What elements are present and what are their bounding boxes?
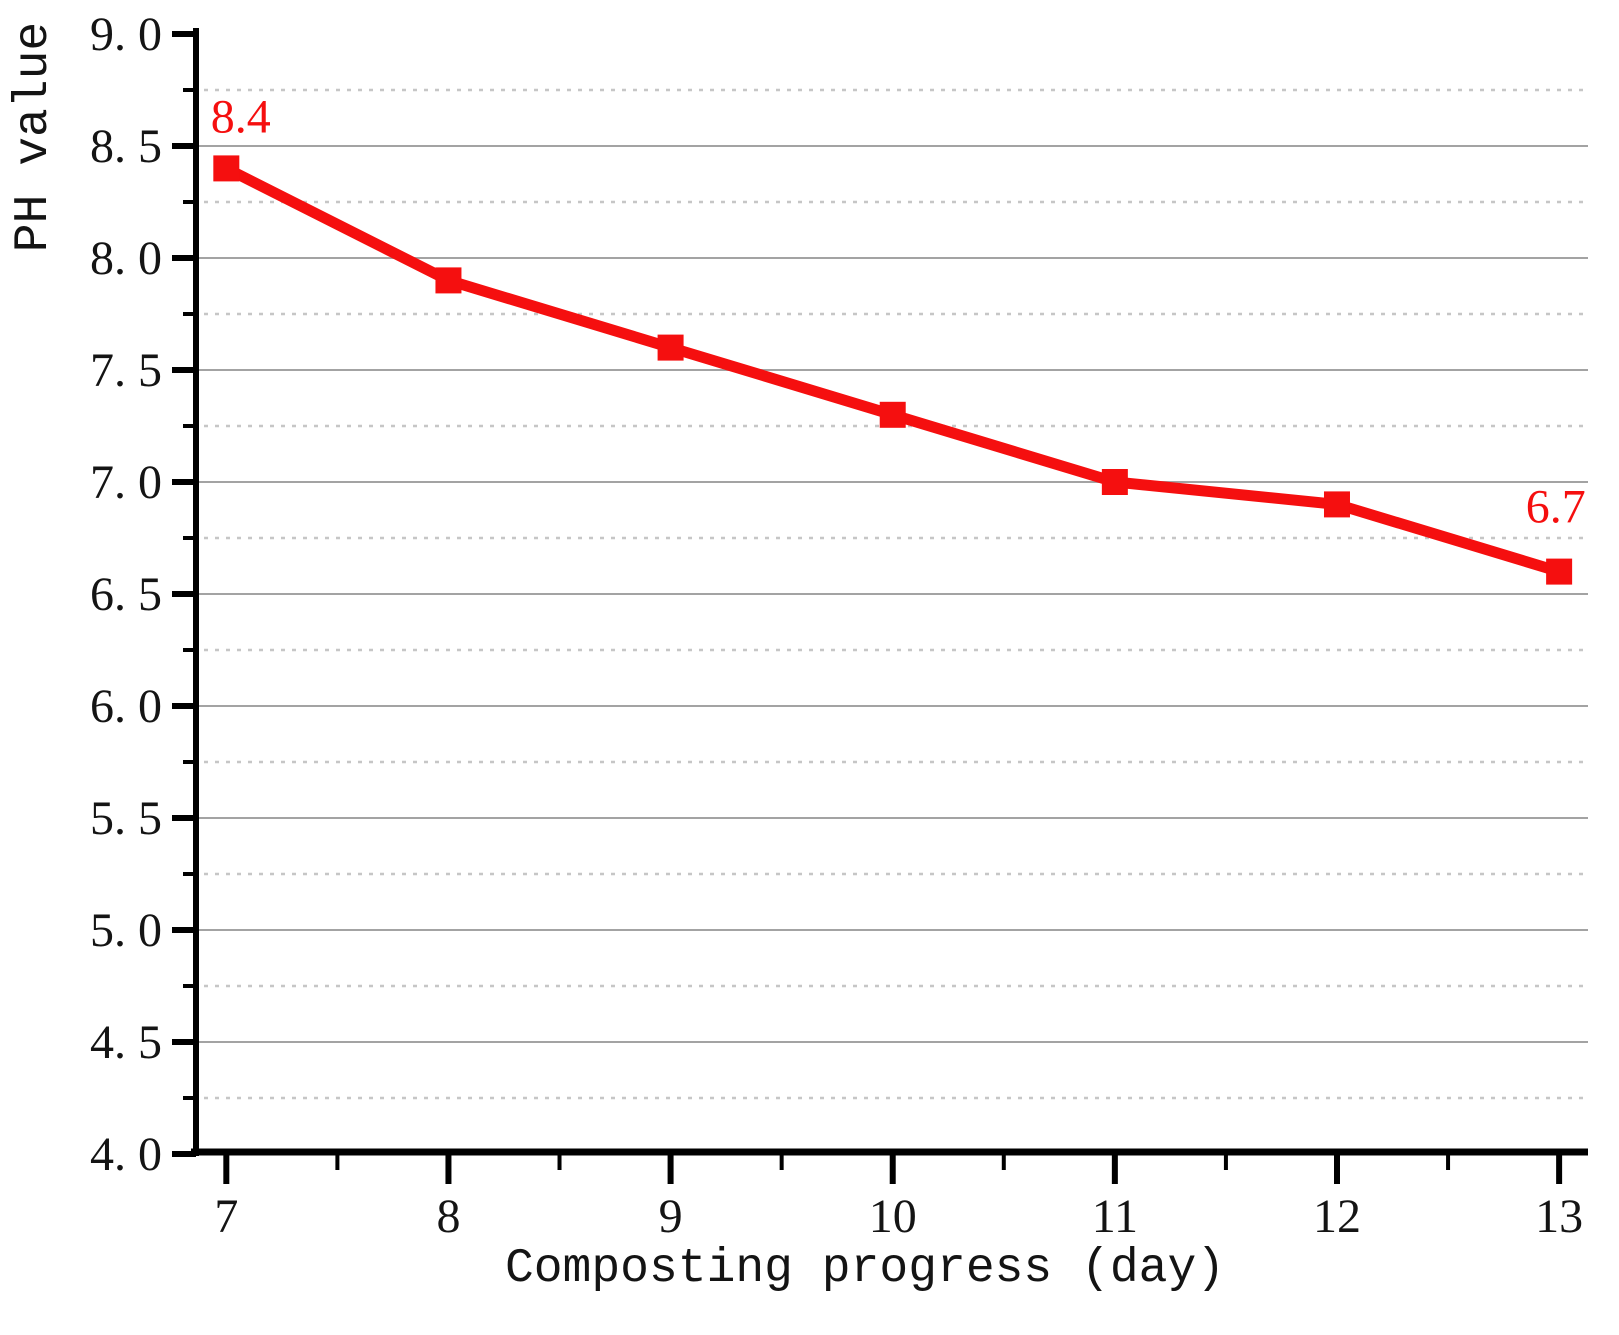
y-tick-label: 5. 5 xyxy=(90,792,162,845)
y-tick-label: 8. 0 xyxy=(90,232,162,285)
value-annotation: 6.7 xyxy=(1526,480,1586,533)
x-axis-title: Composting progress (day) xyxy=(504,1242,1226,1296)
y-tick-label: 6. 5 xyxy=(90,568,162,621)
value-annotation: 8.4 xyxy=(211,91,271,144)
x-tick-label: 10 xyxy=(869,1190,917,1243)
y-tick-label: 6. 0 xyxy=(90,680,162,733)
annotations: 8.4 6.7 xyxy=(211,91,1586,534)
y-tick-label: 8. 5 xyxy=(90,120,162,173)
data-point-marker xyxy=(1323,491,1350,518)
y-axis-title: PH value xyxy=(7,21,61,253)
x-tick-labels: 7 8 9 10 11 12 13 xyxy=(214,1190,1583,1243)
y-ticks xyxy=(172,31,196,1157)
data-point-marker xyxy=(657,334,684,361)
y-tick-label: 7. 5 xyxy=(90,344,162,397)
data-series-ph-value xyxy=(213,155,1573,585)
x-tick-label: 9 xyxy=(659,1190,683,1243)
x-ticks xyxy=(223,1155,1563,1184)
x-tick-label: 7 xyxy=(214,1190,238,1243)
y-tick-label: 4. 5 xyxy=(90,1016,162,1069)
y-tick-labels: 9. 0 8. 5 8. 0 7. 5 7. 0 6. 5 6. 0 5. 5 5. 0 4. 5… xyxy=(90,8,162,1181)
data-point-marker xyxy=(879,401,906,428)
data-point-marker xyxy=(1546,558,1573,585)
x-tick-label: 11 xyxy=(1092,1190,1138,1243)
x-tick-label: 13 xyxy=(1535,1190,1583,1243)
x-tick-label: 12 xyxy=(1313,1190,1361,1243)
data-point-marker xyxy=(1101,469,1128,495)
x-tick-label: 8 xyxy=(436,1190,460,1243)
y-tick-label: 9. 0 xyxy=(90,8,162,61)
data-point-marker xyxy=(435,267,462,294)
minor-gridlines xyxy=(193,88,1588,1100)
y-tick-label: 4. 0 xyxy=(90,1128,162,1181)
major-gridlines xyxy=(193,145,1588,1043)
y-tick-label: 5. 0 xyxy=(90,904,162,957)
y-tick-label: 7. 0 xyxy=(90,456,162,509)
data-point-marker xyxy=(213,155,240,182)
